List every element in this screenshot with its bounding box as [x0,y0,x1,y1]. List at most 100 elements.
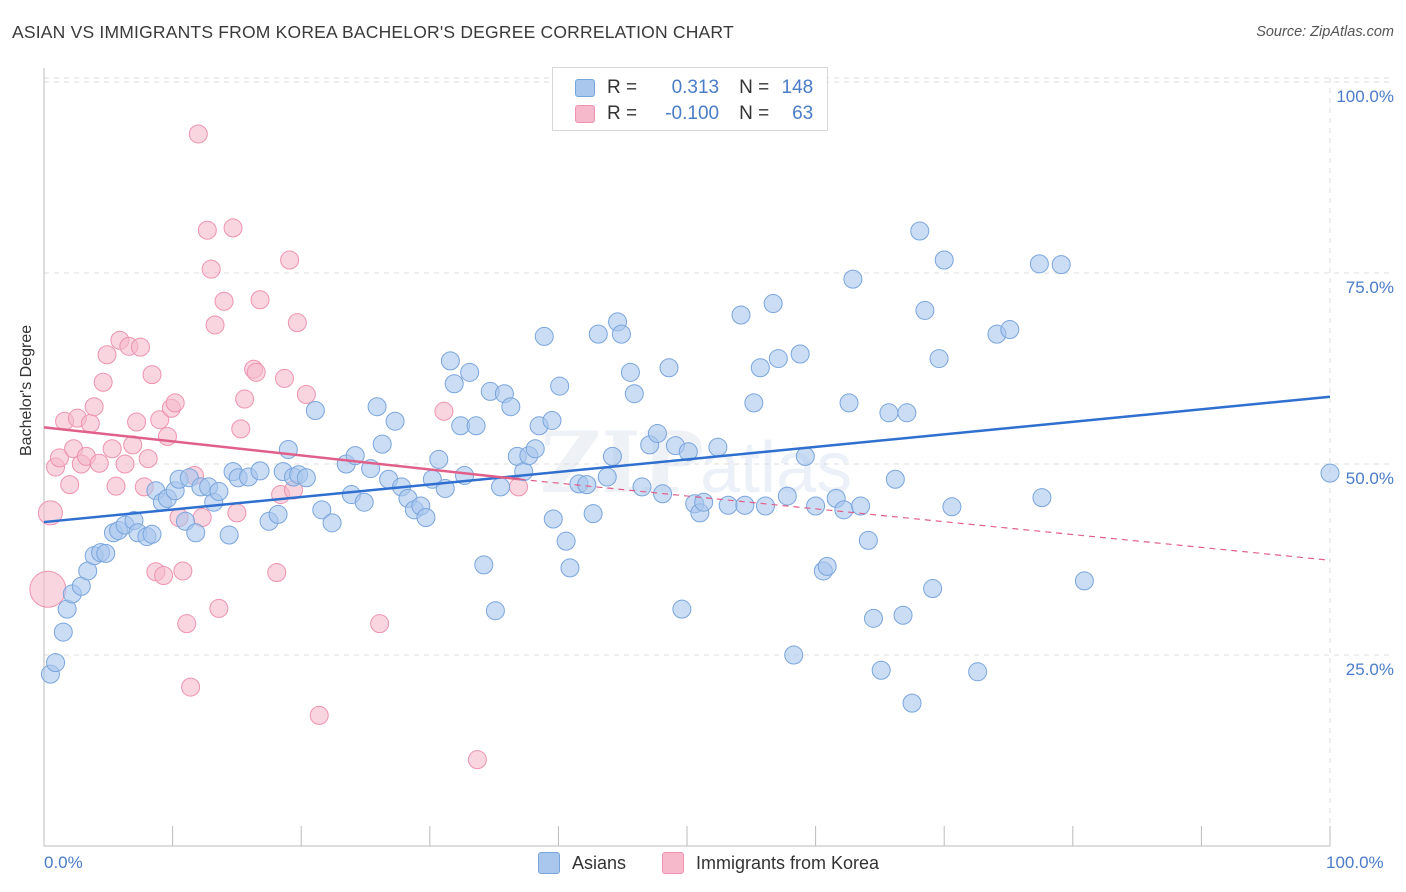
korea-point [177,614,197,634]
asian-point [577,475,597,495]
asian-point [834,500,854,520]
korea-point [150,410,170,430]
asian-point [806,496,826,516]
asian-point [863,608,883,628]
source-label: Source: ZipAtlas.com [1256,24,1394,40]
asians-trend-line [43,395,1331,524]
asian-point [583,504,603,524]
r-value: 0.313 [671,77,720,98]
asian-point [915,300,935,320]
asian-point [542,410,562,430]
korea-point [173,561,193,581]
korea-swatch-icon [575,105,595,123]
asian-point [501,397,521,417]
asian-point [632,477,652,497]
asian-point [871,660,891,680]
legend-row-asians: R = 0.313 N = 148 [575,76,813,100]
asian-point [902,693,922,713]
korea-point [280,250,300,270]
asian-point [429,449,449,469]
asian-point [474,555,494,575]
asian-point [694,492,714,512]
asian-point [53,622,73,642]
korea-point [142,365,162,385]
korea-trend-extension [519,478,1331,561]
svg-text:ZIP: ZIP [540,413,704,512]
asian-point [678,442,698,462]
asian-point [250,461,270,481]
asian-point [543,509,563,529]
asian-point [763,294,783,314]
korea-point [434,401,454,421]
y-tick-50: 50.0% [1345,469,1394,488]
legend-item-korea: Immigrants from Korea [662,852,879,874]
y-tick-75: 75.0% [1345,278,1394,297]
asian-point [466,416,486,436]
korea-point [29,570,67,608]
asian-point [322,513,342,533]
korea-point [93,372,113,392]
asian-point [777,486,797,506]
asian-point [750,358,770,378]
n-label: N = [739,77,770,98]
korea-point [97,345,117,365]
korea-point [84,397,104,417]
asian-point [843,269,863,289]
korea-point [102,439,122,459]
korea-point [49,448,69,468]
asian-point [597,467,617,487]
legend-row-korea: R = -0.100 N = 63 [575,102,813,126]
korea-legend-icon [662,852,684,874]
asian-point [312,500,332,520]
korea-point [296,384,316,404]
asian-point [485,601,505,621]
asian-point [46,653,66,673]
r-label: R = [607,103,638,124]
svg-text:atlas: atlas [700,428,852,508]
asian-point [372,434,392,454]
asian-point [624,384,644,404]
korea-point [138,449,158,469]
korea-point [127,412,147,432]
korea-point [231,419,251,439]
asian-point [1032,488,1052,508]
x-tick-0: 0.0% [44,853,83,872]
n-label: N = [739,103,770,124]
n-value: 63 [792,103,814,124]
asians-swatch-icon [575,79,595,97]
asian-point [525,439,545,459]
asian-point [268,504,288,524]
korea-point [80,414,100,434]
asian-point [1051,255,1071,275]
asian-point [851,496,871,516]
asian-point [839,393,859,413]
korea-point [115,454,135,474]
asian-point [560,558,580,578]
korea-point [209,598,229,618]
x-tick-100: 100.0% [1326,853,1384,872]
asian-point [755,496,775,516]
asian-point [460,362,480,382]
asian-point [142,524,162,544]
asian-point [923,579,943,599]
asian-point [672,599,692,619]
korea-point [201,259,221,279]
asian-point [444,374,464,394]
asian-point [556,531,576,551]
korea-point [287,313,307,333]
asian-point [934,250,954,270]
asian-point [1320,463,1340,483]
legend-label-asians: Asians [572,852,627,873]
asian-point [910,221,930,241]
korea-point [106,476,126,496]
asian-point [817,556,837,576]
asian-point [708,437,728,457]
asian-point [897,403,917,423]
asian-point [219,525,239,545]
asian-point [795,446,815,466]
asian-point [659,358,679,378]
korea-point [60,475,80,495]
asian-point [1074,571,1094,591]
korea-point [181,677,201,697]
asian-point [968,662,988,682]
